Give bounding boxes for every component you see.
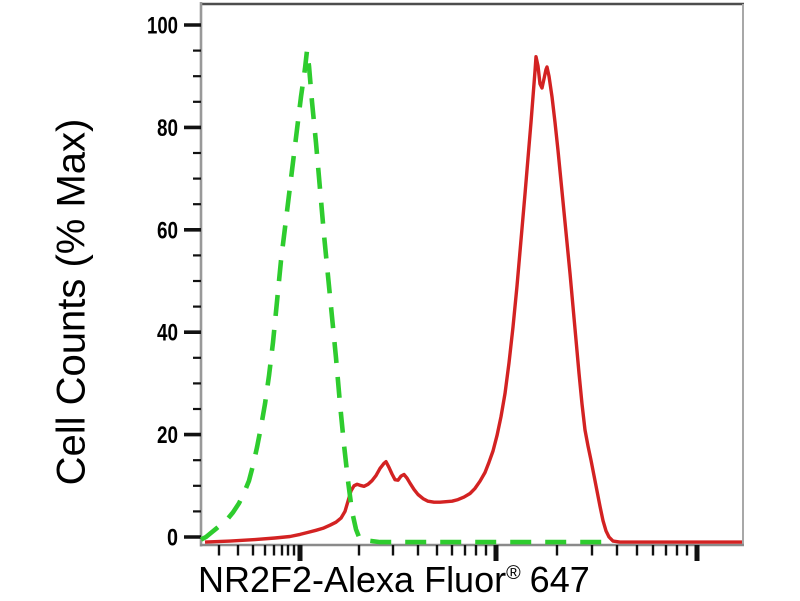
y-tick-label: 100 [147, 13, 178, 40]
y-tick-label: 20 [157, 422, 178, 449]
y-tick-label: 60 [157, 217, 178, 244]
x-axis-title-suffix: 647 [529, 559, 590, 600]
green-dashed-curve [199, 48, 612, 545]
y-axis-title: Cell Counts (% Max) [49, 118, 94, 486]
red-solid-curve [204, 55, 742, 544]
y-tick-label: 40 [157, 320, 178, 347]
x-axis-title: NR2F2-Alexa Fluor® 647 [198, 559, 590, 601]
y-tick-label: 0 [167, 525, 178, 552]
registered-trademark-mark: ® [506, 562, 521, 584]
y-tick-label: 80 [157, 115, 178, 142]
x-axis-title-main: NR2F2-Alexa Fluor [198, 559, 507, 600]
